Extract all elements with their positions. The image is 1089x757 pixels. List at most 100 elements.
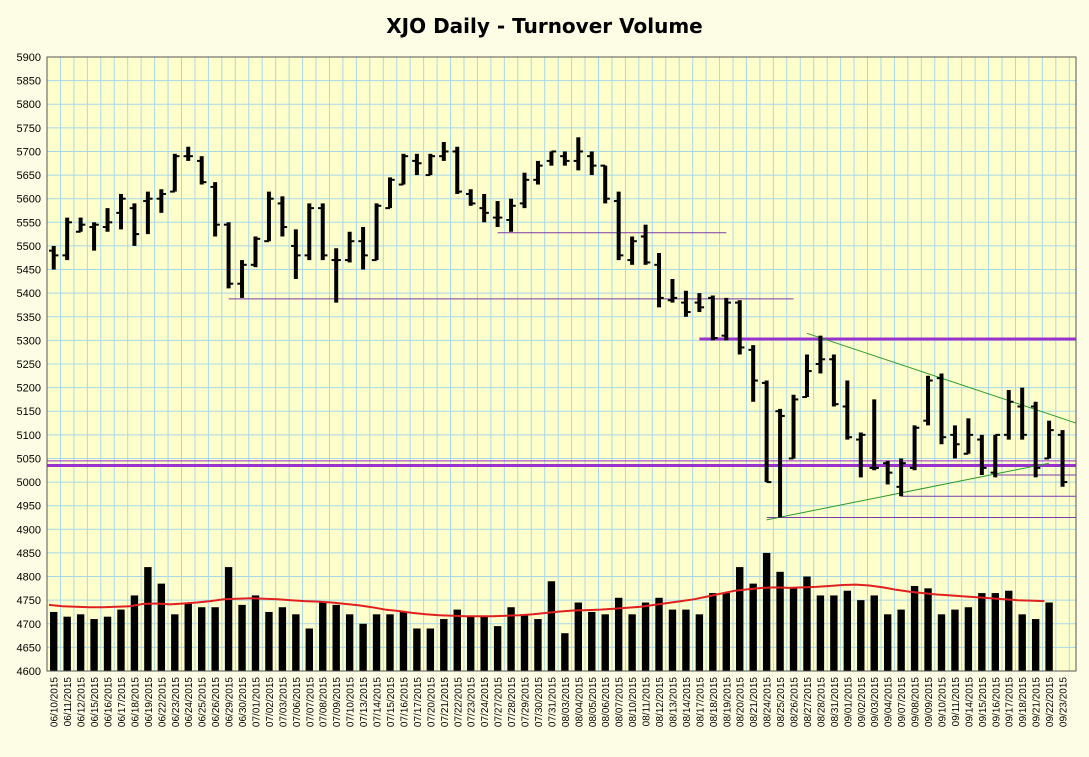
- ohlc-bar: [49, 245, 59, 270]
- x-tick-label: 06/12/2015: [77, 677, 88, 727]
- x-tick-label: 08/18/2015: [709, 677, 720, 727]
- x-tick-label: 09/14/2015: [964, 677, 975, 727]
- volume-bar: [520, 614, 529, 671]
- volume-bar: [480, 616, 488, 671]
- y-tick-label: 5600: [17, 194, 41, 206]
- volume-bar: [749, 583, 757, 671]
- x-tick-label: 08/17/2015: [695, 677, 706, 727]
- volume-bar: [332, 604, 340, 671]
- y-tick-label: 5400: [17, 288, 41, 300]
- volume-bar: [1045, 602, 1053, 671]
- ohlc-bar: [304, 203, 315, 261]
- x-tick-label: 09/17/2015: [1005, 677, 1016, 727]
- x-tick-label: 09/16/2015: [991, 677, 1002, 727]
- x-tick-label: 07/23/2015: [467, 677, 478, 727]
- ohlc-bar: [156, 189, 167, 213]
- x-tick-label: 06/18/2015: [130, 677, 141, 727]
- x-tick-label: 06/22/2015: [157, 677, 168, 727]
- x-tick-label: 06/16/2015: [104, 677, 115, 727]
- volume-bar: [117, 609, 125, 671]
- ohlc-bar: [250, 236, 261, 268]
- ohlc-bar: [506, 198, 516, 232]
- y-tick-label: 4950: [17, 501, 41, 513]
- ohlc-bar: [869, 399, 879, 471]
- ohlc-bar: [465, 189, 476, 206]
- volume-bar: [534, 619, 542, 671]
- x-tick-label: 07/28/2015: [507, 677, 518, 727]
- ohlc-bar: [667, 278, 678, 303]
- x-tick-label: 09/03/2015: [870, 677, 881, 727]
- ohlc-bar: [1017, 387, 1027, 440]
- volume-bar: [816, 595, 825, 671]
- x-tick-label: 09/02/2015: [857, 677, 868, 727]
- x-tick-label: 08/20/2015: [736, 677, 747, 727]
- volume-bar: [211, 607, 219, 671]
- y-tick-label: 5850: [17, 76, 41, 88]
- ohlc-bar: [237, 260, 247, 298]
- ohlc-bar: [600, 164, 610, 204]
- ohlc-bar: [856, 432, 866, 478]
- trend-line: [766, 462, 1050, 521]
- x-tick-label: 07/17/2015: [413, 677, 424, 727]
- x-tick-label: 08/03/2015: [561, 677, 572, 727]
- x-tick-label: 08/25/2015: [776, 677, 787, 727]
- x-tick-label: 06/19/2015: [144, 677, 155, 727]
- plot-border: [46, 56, 1077, 672]
- x-tick-label: 08/27/2015: [803, 677, 814, 727]
- ohlc-bar: [116, 193, 126, 230]
- volume-bar: [547, 581, 556, 671]
- volume-bar: [197, 607, 206, 671]
- ohlc-bar: [170, 153, 180, 193]
- y-tick-label: 4900: [17, 524, 41, 536]
- x-tick-label: 09/08/2015: [911, 677, 922, 727]
- y-tick-label: 5450: [17, 265, 41, 277]
- y-tick-label: 5250: [17, 359, 41, 371]
- x-tick-label: 08/10/2015: [628, 677, 639, 727]
- volume-bar: [709, 593, 717, 671]
- x-tick-label: 08/05/2015: [588, 677, 599, 727]
- ohlc-bar: [223, 222, 234, 289]
- ohlc-bar: [654, 253, 664, 308]
- ohlc-bar: [936, 373, 947, 445]
- ohlc-bar: [425, 153, 436, 177]
- ohlc-bar: [613, 191, 624, 261]
- volume-bar: [184, 602, 192, 671]
- volume-bar: [843, 590, 852, 671]
- x-tick-label: 08/13/2015: [668, 677, 679, 727]
- volume-bar: [937, 614, 946, 671]
- ohlc-bar: [264, 191, 274, 243]
- volume-bar: [103, 616, 112, 671]
- ohlc-bar: [479, 193, 489, 223]
- x-tick-label: 06/17/2015: [117, 677, 128, 727]
- y-tick-label: 5150: [17, 406, 41, 418]
- x-tick-label: 08/11/2015: [642, 677, 653, 727]
- x-tick-label: 07/22/2015: [453, 677, 464, 727]
- x-tick-label: 06/26/2015: [211, 677, 222, 727]
- volume-bar: [588, 611, 596, 671]
- x-tick-label: 09/09/2015: [924, 677, 935, 727]
- ohlc-bar: [587, 151, 597, 176]
- y-tick-label: 5800: [17, 99, 41, 111]
- volume-bar: [789, 588, 798, 671]
- x-tick-label: 06/23/2015: [171, 677, 182, 727]
- ohlc-bar: [640, 224, 651, 265]
- volume-bar: [292, 614, 300, 671]
- x-tick-label: 08/21/2015: [749, 677, 760, 727]
- y-tick-label: 5900: [17, 52, 41, 64]
- volume-bar: [1005, 590, 1013, 671]
- x-tick-label: 08/06/2015: [601, 677, 612, 727]
- x-tick-label: 07/03/2015: [278, 677, 289, 727]
- x-tick-label: 08/04/2015: [574, 677, 585, 727]
- ohlc-bar: [1044, 420, 1054, 460]
- x-tick-label: 09/01/2015: [843, 677, 854, 727]
- x-tick-label: 08/24/2015: [763, 677, 774, 727]
- x-tick-label: 06/29/2015: [225, 677, 236, 727]
- volume-bar: [426, 628, 435, 671]
- ohlc-bar: [882, 460, 893, 485]
- chart-title: XJO Daily - Turnover Volume: [386, 14, 703, 38]
- x-tick-label: 09/11/2015: [951, 677, 962, 727]
- x-tick-label: 07/09/2015: [332, 677, 343, 727]
- volume-bar: [238, 604, 246, 671]
- y-tick-label: 5500: [17, 241, 41, 253]
- x-tick-label: 06/30/2015: [238, 677, 249, 727]
